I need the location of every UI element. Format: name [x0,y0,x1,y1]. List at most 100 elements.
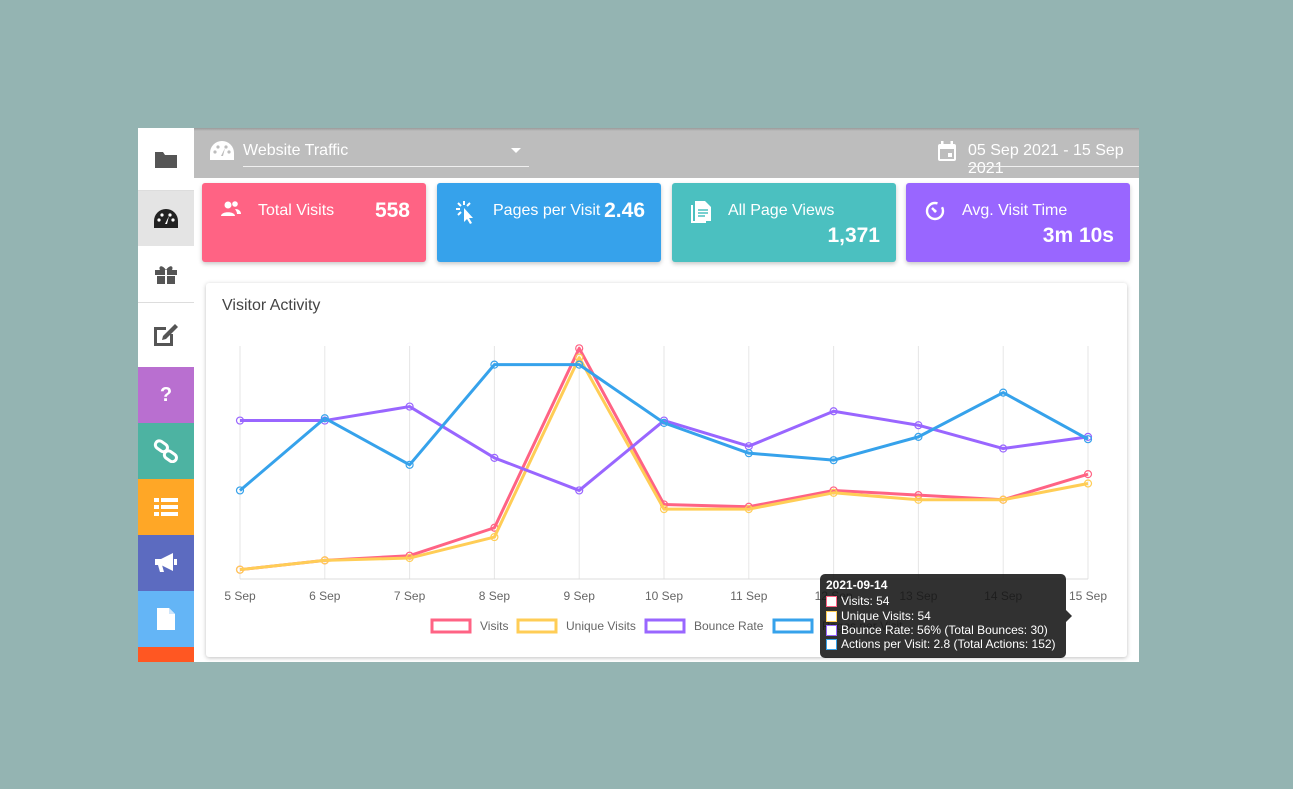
megaphone-icon [155,553,177,572]
question-icon: ? [159,383,173,406]
x-tick-label: 7 Sep [394,589,426,603]
data-point [914,495,923,504]
data-point [235,416,245,425]
top-bar: Website Traffic 05 Sep 2021 - 15 Sep 202… [194,128,1139,178]
data-point [320,414,329,423]
data-point [659,505,669,514]
card-label: All Page Views [728,202,835,219]
data-point [405,460,414,469]
pages-icon [691,201,711,223]
legend-swatch [772,618,814,634]
data-point [405,553,414,563]
data-point [829,456,838,465]
sidebar-item-dashboard[interactable] [138,191,194,246]
data-point [235,486,245,495]
card-value: 2.46 [604,199,645,222]
x-tick-label: 15 Sep [1069,589,1107,603]
data-point [999,388,1008,397]
document-icon [157,608,175,630]
chevron-down-icon [511,148,521,153]
data-point [490,453,499,462]
sidebar-item-edit[interactable] [138,303,194,367]
legend-label: Unique Visits [566,619,636,633]
app-window: ? Website Traffic 05 Sep 2021 - 15 Sep 2… [138,128,1139,662]
data-point [999,444,1008,453]
calendar-icon [938,141,956,161]
pointer-click-icon [456,201,473,224]
report-selector-value: Website Traffic [243,142,349,159]
sidebar-item-gifts[interactable] [138,246,194,303]
card-label: Pages per Visit [493,202,601,219]
card-avg-visit-time[interactable]: Avg. Visit Time 3m 10s [906,183,1130,262]
data-point [405,402,414,411]
card-value: 558 [374,199,410,222]
data-point [744,449,753,458]
sidebar-item-campaigns[interactable] [138,535,194,591]
x-tick-label: 11 Sep [730,589,767,603]
legend-swatch [430,618,472,634]
list-icon [154,498,178,516]
date-range-value: 05 Sep 2021 - 15 Sep 2021 [968,142,1124,177]
x-tick-label: 10 Sep [645,589,683,603]
x-tick-label: 6 Sep [309,589,341,603]
tooltip-row-text: Visits: 54 [841,594,890,608]
card-value: 3m 10s [1042,224,1114,247]
data-point [320,556,329,565]
series-line [240,405,1089,492]
timer-icon [925,201,945,221]
sidebar-item-pages[interactable] [138,591,194,647]
data-point [1083,479,1093,488]
data-point [575,360,584,369]
card-all-page-views[interactable]: All Page Views 1,371 [672,183,896,262]
tooltip-row-text: Bounce Rate: 56% (Total Bounces: 30) [841,623,1048,637]
users-icon [221,201,241,216]
edit-icon [154,324,178,346]
data-point [575,344,584,353]
link-icon [153,439,178,463]
tooltip-row: Actions per Visit: 2.8 (Total Actions: 1… [826,637,1056,651]
speedometer-icon [210,141,234,160]
series-line [239,346,1089,572]
data-point [1083,470,1093,479]
sidebar-item-more[interactable] [138,647,194,662]
card-total-visits[interactable]: Total Visits 558 [202,183,426,262]
legend-label: Visits [480,619,508,633]
legend-swatch [644,618,686,634]
data-point [659,418,669,427]
data-point [490,532,499,542]
sidebar-item-lists[interactable] [138,479,194,535]
sidebar: ? [138,128,194,662]
tooltip-row-text: Unique Visits: 54 [841,609,931,623]
tooltip-title: 2021-09-14 [826,578,888,592]
card-label: Avg. Visit Time [962,202,1068,219]
data-point [999,495,1008,504]
card-pages-per-visit[interactable]: Pages per Visit 2.46 [437,183,661,262]
data-point [829,488,838,497]
sidebar-item-folder[interactable] [138,128,194,191]
data-point [1083,435,1093,444]
tooltip-row: Unique Visits: 54 [826,609,931,623]
series-line [239,356,1089,572]
card-value: 1,371 [827,224,880,247]
folder-icon [155,152,177,168]
tooltip-row: Bounce Rate: 56% (Total Bounces: 30) [826,623,1048,637]
data-point [235,565,245,574]
data-point [575,486,584,495]
speedometer-icon [154,208,178,228]
tooltip-row: Visits: 54 [826,594,889,608]
gift-icon [155,266,177,284]
x-tick-label: 5 Sep [224,589,256,603]
tooltip-row-text: Actions per Visit: 2.8 (Total Actions: 1… [841,637,1056,651]
x-tick-label: 8 Sep [479,589,511,603]
data-point [914,432,923,441]
series-line [239,363,1089,492]
chart-tooltip: 2021-09-14 Visits: 54 Unique Visits: 54 … [820,574,1072,658]
data-point [914,421,923,430]
card-label: Total Visits [258,202,335,219]
x-tick-label: 9 Sep [564,589,596,603]
data-point [490,360,499,369]
sidebar-item-help[interactable]: ? [138,367,194,423]
sidebar-item-links[interactable] [138,423,194,479]
data-point [829,407,838,416]
data-point [744,505,753,514]
